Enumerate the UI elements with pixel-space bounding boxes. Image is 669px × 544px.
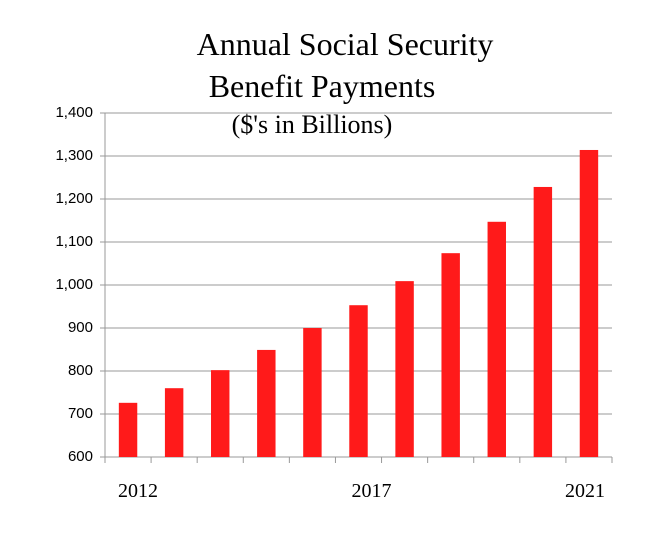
chart-title: Benefit Payments bbox=[209, 68, 436, 104]
chart-title: Annual Social Security bbox=[197, 26, 494, 62]
y-tick-label: 600 bbox=[68, 448, 93, 465]
y-tick-label: 900 bbox=[68, 319, 93, 336]
bar bbox=[349, 305, 368, 457]
y-tick-label: 700 bbox=[68, 405, 93, 422]
x-tick-label: 2017 bbox=[352, 480, 392, 502]
x-tick-label: 2012 bbox=[118, 480, 158, 502]
y-tick-label: 1,400 bbox=[55, 104, 93, 121]
bar bbox=[441, 253, 460, 457]
bar bbox=[257, 349, 276, 457]
bar bbox=[164, 388, 184, 457]
bar bbox=[211, 370, 230, 457]
y-tick-label: 800 bbox=[68, 362, 93, 379]
bar bbox=[579, 149, 599, 458]
x-tick-label: 2021 bbox=[565, 480, 605, 502]
y-tick-label: 1,000 bbox=[55, 276, 93, 293]
bar bbox=[303, 328, 322, 457]
chart-subtitle: ($'s in Billions) bbox=[232, 110, 393, 139]
y-tick-label: 1,100 bbox=[55, 233, 93, 250]
bar bbox=[487, 221, 506, 457]
bar bbox=[395, 281, 414, 457]
y-tick-label: 1,300 bbox=[55, 147, 93, 164]
y-tick-label: 1,200 bbox=[55, 190, 93, 207]
bar bbox=[118, 402, 138, 457]
bar bbox=[533, 186, 553, 457]
